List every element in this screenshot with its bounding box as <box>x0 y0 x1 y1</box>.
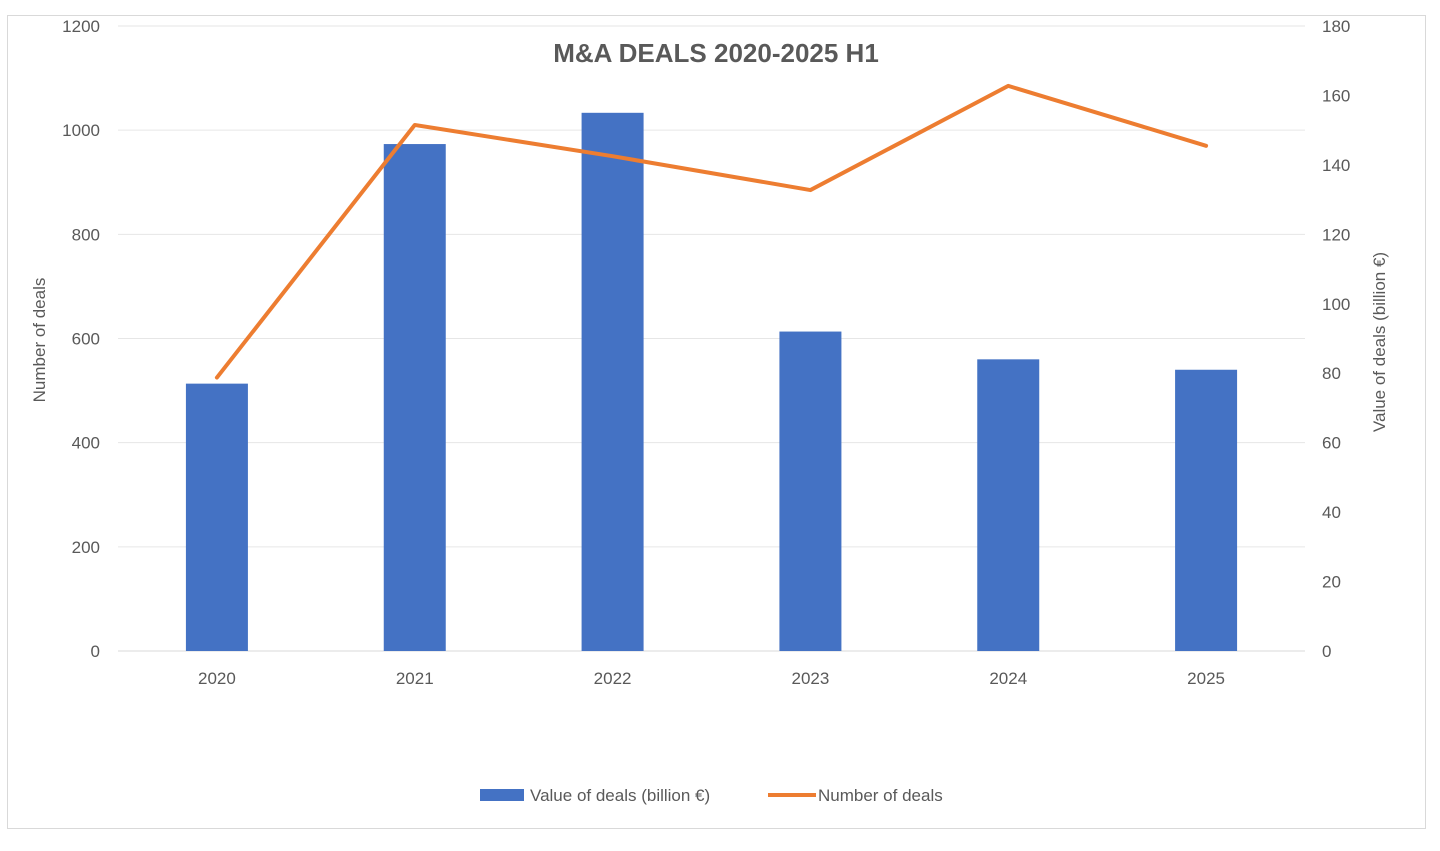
bar <box>581 112 644 652</box>
x-tick-label: 2020 <box>198 669 236 688</box>
left-tick-label: 800 <box>72 225 100 244</box>
line-series <box>214 83 1209 380</box>
legend-swatch-bar <box>480 789 524 801</box>
x-tick-label: 2021 <box>396 669 434 688</box>
left-tick-label: 1200 <box>62 17 100 36</box>
left-tick-label: 400 <box>72 434 100 453</box>
x-tick-label: 2022 <box>594 669 632 688</box>
left-axis-title: Number of deals <box>30 278 49 403</box>
gridlines <box>118 25 1305 652</box>
left-axis-ticks: 0 200 400 600 800 1000 1200 <box>62 17 100 661</box>
bar <box>977 359 1040 651</box>
right-tick-label: 180 <box>1322 17 1350 36</box>
left-tick-label: 0 <box>91 642 100 661</box>
bar-series <box>185 112 1238 652</box>
bar <box>779 331 842 651</box>
left-tick-label: 1000 <box>62 121 100 140</box>
right-tick-label: 40 <box>1322 503 1341 522</box>
right-tick-label: 60 <box>1322 434 1341 453</box>
right-tick-label: 160 <box>1322 86 1350 105</box>
x-tick-label: 2023 <box>792 669 830 688</box>
bar <box>383 144 446 652</box>
right-tick-label: 0 <box>1322 642 1331 661</box>
series-line <box>214 83 1209 380</box>
legend: Value of deals (billion €) Number of dea… <box>480 786 943 805</box>
x-axis-ticks: 2020 2021 2022 2023 2024 2025 <box>198 669 1225 688</box>
right-tick-label: 120 <box>1322 225 1350 244</box>
right-tick-label: 80 <box>1322 364 1341 383</box>
right-tick-label: 20 <box>1322 573 1341 592</box>
bar <box>185 383 248 651</box>
chart-title: M&A DEALS 2020-2025 H1 <box>553 38 879 68</box>
right-axis-title: Value of deals (billion €) <box>1370 252 1389 432</box>
bar <box>1175 369 1238 651</box>
x-tick-label: 2024 <box>989 669 1027 688</box>
legend-label-bar: Value of deals (billion €) <box>530 786 710 805</box>
right-axis-ticks: 0 20 40 60 80 100 120 140 160 180 <box>1322 17 1350 661</box>
left-tick-label: 200 <box>72 538 100 557</box>
right-tick-label: 100 <box>1322 295 1350 314</box>
left-tick-label: 600 <box>72 330 100 349</box>
right-tick-label: 140 <box>1322 156 1350 175</box>
legend-label-line: Number of deals <box>818 786 943 805</box>
x-tick-label: 2025 <box>1187 669 1225 688</box>
